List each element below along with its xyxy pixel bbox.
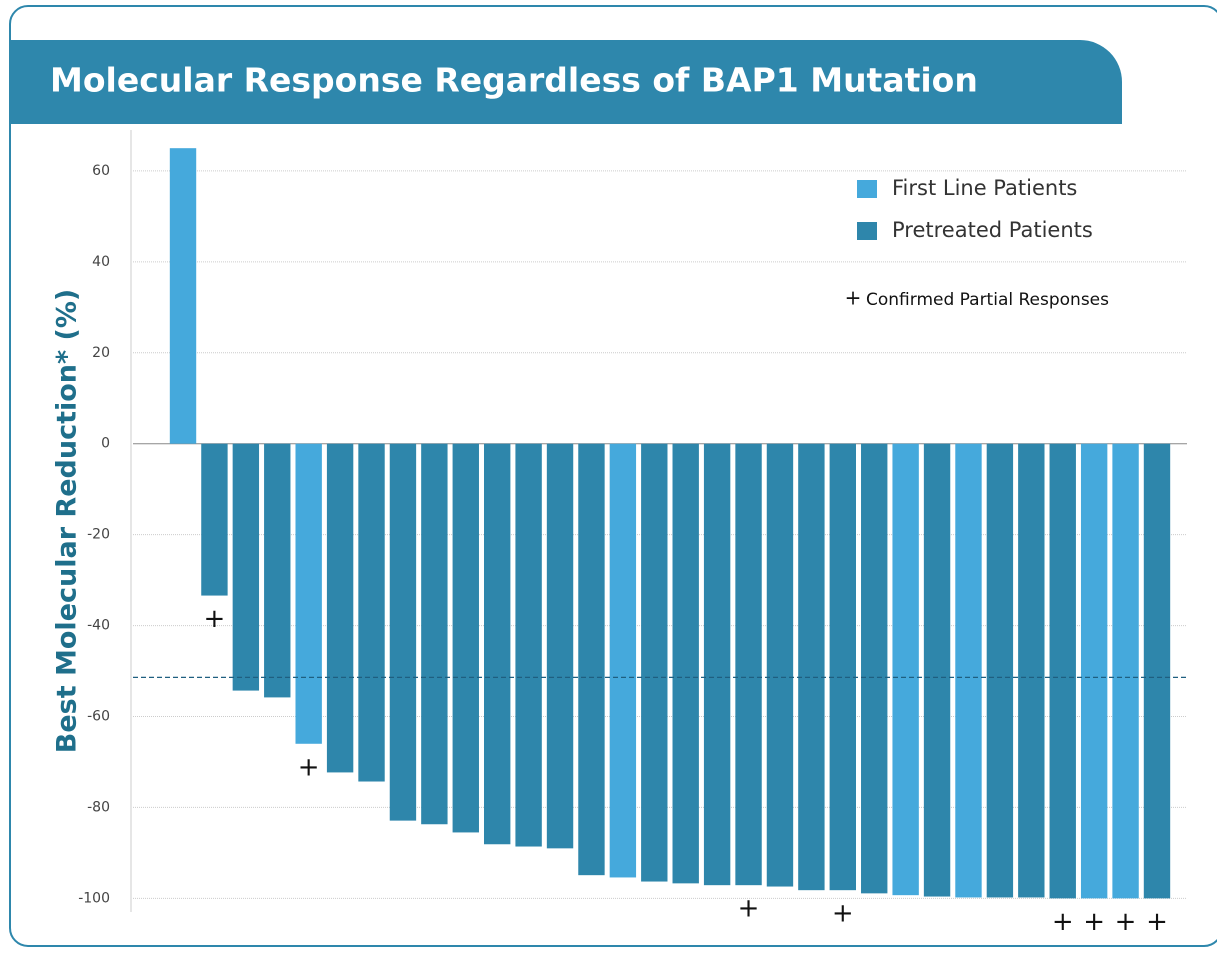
- pr-marker: +: [1115, 907, 1137, 937]
- bar: [1080, 443, 1108, 899]
- bar: [766, 443, 794, 887]
- bar: [452, 443, 479, 833]
- bar: [1049, 443, 1076, 899]
- bar: [295, 443, 322, 744]
- bar: [703, 443, 731, 886]
- y-tick-label: 40: [92, 254, 110, 270]
- legend-label: First Line Patients: [892, 176, 1077, 200]
- pr-legend-label: Confirmed Partial Responses: [866, 290, 1109, 310]
- bar: [798, 443, 825, 891]
- pr-marker: +: [204, 604, 226, 634]
- frame: [9, 5, 1217, 947]
- bar: [1112, 443, 1139, 899]
- bar: [169, 148, 197, 444]
- y-tick-label: 60: [92, 163, 110, 179]
- bar: [232, 443, 260, 691]
- pr-marker: +: [1146, 907, 1168, 937]
- bar: [672, 443, 699, 884]
- bar: [1018, 443, 1045, 898]
- bar: [955, 443, 982, 898]
- y-tick-label: -20: [87, 527, 110, 543]
- bar: [546, 443, 574, 849]
- header-bar: [10, 40, 1122, 124]
- y-tick-label: 0: [101, 436, 110, 452]
- pr-marker: +: [1083, 907, 1105, 937]
- pr-marker: +: [832, 899, 854, 929]
- legend-label: Pretreated Patients: [892, 218, 1093, 242]
- y-tick-label: 20: [92, 345, 110, 361]
- bar: [829, 443, 856, 891]
- legend-swatch: [857, 180, 877, 198]
- y-tick-label: -60: [87, 709, 110, 725]
- y-axis-label: Best Molecular Reduction* (%): [52, 289, 83, 754]
- bar: [923, 443, 951, 897]
- legend-swatch: [857, 222, 877, 240]
- bar: [264, 443, 291, 698]
- bar: [892, 443, 919, 896]
- y-tick-label: -80: [87, 799, 110, 815]
- pr-legend-marker: +: [845, 286, 862, 310]
- bar: [421, 443, 448, 825]
- bar: [861, 443, 888, 894]
- pr-marker: +: [1052, 907, 1074, 937]
- bar: [358, 443, 385, 782]
- bar: [735, 443, 762, 886]
- bar: [389, 443, 417, 821]
- y-tick-label: -40: [87, 618, 110, 634]
- chart-title: Molecular Response Regardless of BAP1 Mu…: [50, 61, 978, 100]
- bar: [515, 443, 542, 847]
- bar: [578, 443, 605, 876]
- bar: [1143, 443, 1171, 899]
- bar: [641, 443, 668, 882]
- bar: [609, 443, 637, 878]
- bar: [201, 443, 228, 596]
- pr-marker: +: [298, 752, 320, 782]
- y-tick-label: -100: [78, 890, 110, 906]
- pr-marker: +: [738, 894, 760, 924]
- bar: [986, 443, 1014, 898]
- bar: [326, 443, 354, 773]
- bar: [484, 443, 511, 845]
